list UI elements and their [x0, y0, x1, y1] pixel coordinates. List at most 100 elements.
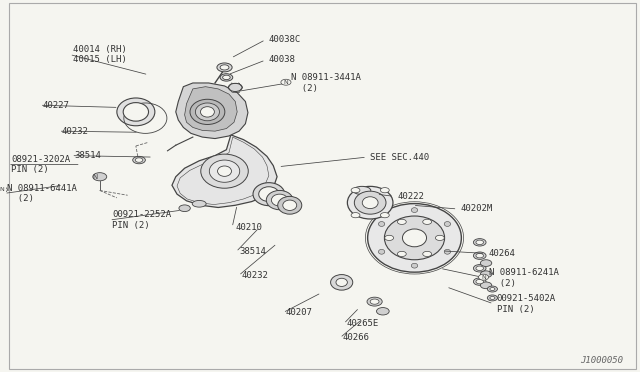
Circle shape: [220, 65, 229, 70]
Ellipse shape: [117, 98, 155, 126]
Circle shape: [481, 260, 492, 266]
Ellipse shape: [353, 186, 371, 195]
Ellipse shape: [218, 166, 232, 176]
Text: 00921-5402A
PIN (2): 00921-5402A PIN (2): [497, 294, 556, 314]
Text: 40038C: 40038C: [269, 35, 301, 44]
Circle shape: [93, 173, 107, 181]
Circle shape: [0, 187, 7, 193]
Circle shape: [481, 271, 492, 278]
Text: N: N: [0, 187, 4, 192]
Circle shape: [487, 295, 497, 301]
Circle shape: [281, 79, 291, 85]
Circle shape: [223, 75, 230, 80]
Circle shape: [490, 288, 495, 291]
Ellipse shape: [362, 197, 378, 209]
Circle shape: [476, 253, 484, 258]
Ellipse shape: [278, 196, 302, 214]
Ellipse shape: [200, 107, 214, 117]
Circle shape: [474, 278, 486, 285]
Text: 40202M: 40202M: [461, 205, 493, 214]
Text: 40264: 40264: [488, 249, 515, 258]
Text: 40232: 40232: [62, 126, 89, 136]
Text: 38514: 38514: [239, 247, 266, 256]
Text: 38514: 38514: [74, 151, 101, 160]
Circle shape: [370, 299, 379, 304]
Ellipse shape: [259, 187, 279, 202]
Circle shape: [376, 308, 389, 315]
Text: 00921-2252A
PIN (2): 00921-2252A PIN (2): [113, 211, 172, 230]
Text: 40232: 40232: [242, 271, 269, 280]
Circle shape: [474, 238, 486, 246]
Circle shape: [476, 240, 484, 244]
Ellipse shape: [266, 190, 293, 210]
Circle shape: [474, 252, 486, 259]
Polygon shape: [172, 135, 277, 208]
Text: N: N: [284, 80, 289, 85]
Circle shape: [423, 251, 431, 257]
Circle shape: [397, 251, 406, 257]
Ellipse shape: [283, 200, 297, 211]
Circle shape: [217, 63, 232, 72]
Ellipse shape: [190, 99, 225, 125]
Circle shape: [380, 212, 389, 218]
Ellipse shape: [192, 201, 206, 207]
Text: 40265E: 40265E: [347, 320, 379, 328]
Ellipse shape: [412, 263, 418, 268]
Circle shape: [423, 219, 431, 224]
Ellipse shape: [209, 160, 240, 182]
Text: 40014 (RH)
40015 (LH): 40014 (RH) 40015 (LH): [72, 45, 126, 64]
Text: 40038: 40038: [269, 55, 296, 64]
Circle shape: [481, 282, 492, 289]
Circle shape: [435, 235, 444, 240]
Text: N: N: [481, 275, 486, 280]
Polygon shape: [184, 87, 237, 131]
Ellipse shape: [331, 275, 353, 290]
Text: 40266: 40266: [343, 333, 370, 343]
Text: 08921-3202A
PIN (2): 08921-3202A PIN (2): [11, 155, 70, 174]
Text: J1000050: J1000050: [580, 356, 623, 365]
Circle shape: [351, 212, 360, 218]
Circle shape: [220, 74, 233, 81]
Ellipse shape: [201, 154, 248, 188]
Circle shape: [476, 279, 484, 284]
Ellipse shape: [336, 278, 348, 286]
Text: N: N: [92, 174, 97, 180]
Text: N 08911-6241A
  (2): N 08911-6241A (2): [488, 268, 559, 288]
Ellipse shape: [378, 249, 385, 254]
Circle shape: [380, 187, 389, 193]
Ellipse shape: [195, 103, 220, 121]
Text: N 08911-6441A
  (2): N 08911-6441A (2): [7, 184, 77, 203]
Text: 40222: 40222: [397, 192, 424, 201]
Ellipse shape: [378, 222, 385, 227]
Circle shape: [179, 205, 190, 212]
Ellipse shape: [355, 191, 386, 214]
Text: 40227: 40227: [43, 101, 70, 110]
Circle shape: [397, 219, 406, 224]
Circle shape: [385, 235, 394, 240]
Circle shape: [367, 297, 382, 306]
Circle shape: [479, 274, 488, 280]
Ellipse shape: [253, 183, 285, 206]
Circle shape: [476, 266, 484, 270]
Ellipse shape: [123, 103, 148, 121]
Circle shape: [487, 286, 497, 292]
Ellipse shape: [403, 229, 426, 247]
Circle shape: [490, 296, 495, 299]
Ellipse shape: [444, 222, 451, 227]
Circle shape: [228, 83, 243, 92]
Ellipse shape: [385, 216, 445, 260]
Polygon shape: [176, 83, 248, 138]
Ellipse shape: [271, 194, 288, 206]
Ellipse shape: [367, 203, 461, 272]
Ellipse shape: [412, 208, 418, 212]
Ellipse shape: [444, 249, 451, 254]
Text: N 08911-3441A
  (2): N 08911-3441A (2): [291, 73, 361, 93]
Text: 40210: 40210: [236, 223, 262, 232]
Circle shape: [132, 156, 145, 164]
Circle shape: [474, 264, 486, 272]
Text: 40207: 40207: [286, 308, 313, 317]
Circle shape: [135, 158, 143, 162]
Ellipse shape: [348, 186, 393, 219]
Circle shape: [351, 187, 360, 193]
Text: SEE SEC.440: SEE SEC.440: [370, 153, 429, 161]
